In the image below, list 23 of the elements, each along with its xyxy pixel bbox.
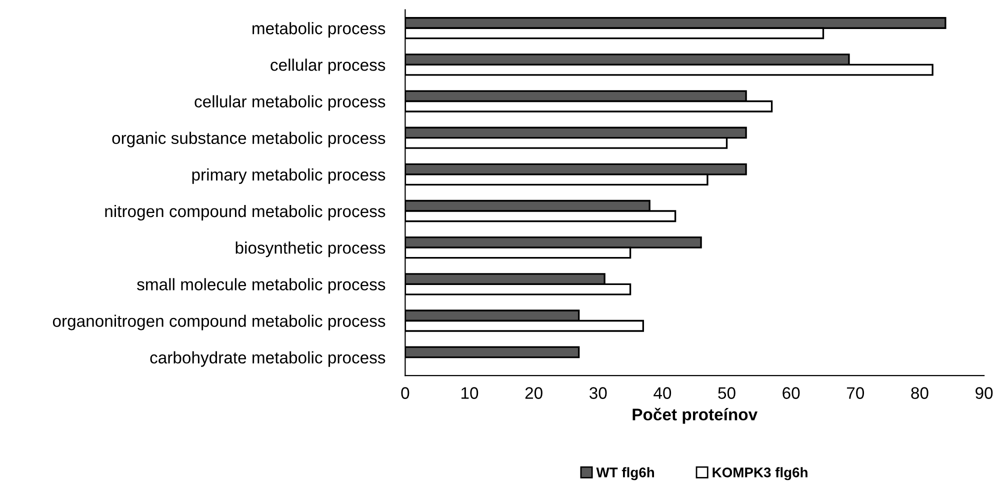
legend-label: WT flg6h [596,467,654,480]
x-tick-label: 50 [718,387,736,399]
x-axis-title: Počet proteínov [632,408,758,424]
y-tick-label: primary metabolic process [192,168,386,184]
x-tick-label: 80 [911,387,928,399]
y-tick-label: cellular metabolic process [194,95,386,111]
y-tick-label: small molecule metabolic process [137,278,386,294]
x-tick-label: 70 [846,387,864,399]
x-tick-label: 60 [782,387,800,399]
x-tick-label: 90 [976,387,993,399]
y-tick-label: nitrogen compound metabolic process [105,204,386,221]
x-tick-label: 20 [525,387,542,399]
y-tick-label: organic substance metabolic process [112,132,386,148]
y-tick-label: organonitrogen compound metabolic process [52,314,386,330]
x-tick-label: 0 [401,387,410,399]
y-tick-label: metabolic process [252,22,386,38]
legend-label: KOMPK3 flg6h [712,467,808,480]
y-tick-label: cellular process [270,58,386,74]
y-tick-label: carbohydrate metabolic process [150,351,386,367]
y-tick-label: biosynthetic process [236,242,386,258]
x-tick-label: 30 [590,387,607,399]
x-tick-label: 10 [462,387,478,399]
x-tick-label: 40 [654,387,672,399]
